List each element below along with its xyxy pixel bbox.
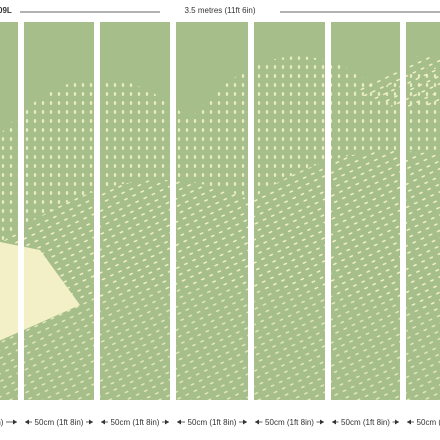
arrow-left <box>177 419 181 425</box>
arrow-left <box>101 419 105 425</box>
arrow-right <box>13 419 17 425</box>
arrow-left <box>25 419 29 425</box>
arrow-left <box>255 419 259 425</box>
arrow-right <box>243 419 247 425</box>
panel-width-label: 50cm (1ft 8in) <box>417 418 440 427</box>
label-bg <box>338 416 393 428</box>
width-label: 3.5 metres (11ft 6in) <box>185 6 256 15</box>
arrow-right <box>320 419 324 425</box>
label-bg <box>108 416 162 428</box>
product-code: 09L <box>0 6 12 15</box>
code-bg <box>0 4 20 18</box>
arrow-left <box>332 419 336 425</box>
arrow-right <box>395 419 399 425</box>
panel-width-label: 50cm (1ft 8in) <box>188 418 237 427</box>
label-bg <box>185 416 239 428</box>
label-bg <box>0 416 6 428</box>
label-bg <box>414 416 440 428</box>
panel-width-label: 50cm (1ft 8in) <box>0 418 4 427</box>
panel-width-label: 50cm (1ft 8in) <box>35 418 84 427</box>
label-bg <box>160 4 280 18</box>
mural <box>0 22 440 400</box>
label-bg <box>32 416 86 428</box>
arrow-right <box>89 419 93 425</box>
panel-width-label: 50cm (1ft 8in) <box>341 418 390 427</box>
panel-width-label: 50cm (1ft 8in) <box>265 418 314 427</box>
panel-width-label: 50cm (1ft 8in) <box>111 418 160 427</box>
panel-labels: 50cm (1ft 8in) 50cm (1ft 8in) 50cm (1ft 8i… <box>0 416 440 428</box>
arrow-right <box>165 419 169 425</box>
arrow-left <box>407 419 411 425</box>
label-bg <box>262 416 317 428</box>
